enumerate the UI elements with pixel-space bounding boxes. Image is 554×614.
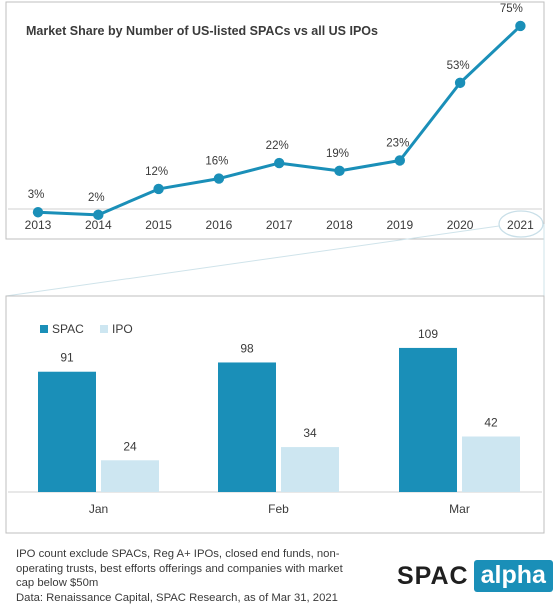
line-chart-panel — [5, 1, 545, 240]
line-point-2021 — [515, 20, 526, 32]
line-chart-title: Market Share by Number of US-listed SPAC… — [26, 24, 378, 38]
bar-spac-mar — [399, 347, 457, 492]
bar-value-label-ipo-feb: 34 — [303, 426, 317, 440]
line-point-2015 — [153, 183, 164, 195]
logo-word: SPAC — [397, 561, 469, 590]
x-tick-label-2014: 2014 — [85, 218, 112, 232]
legend-swatch-spac — [40, 325, 48, 333]
bar-ipo-mar — [462, 436, 520, 492]
line-data-label-2015: 12% — [145, 166, 168, 178]
bar-category-label-feb: Feb — [268, 502, 289, 516]
line-data-label-2018: 19% — [326, 148, 349, 160]
x-tick-label-2019: 2019 — [386, 218, 413, 232]
line-data-label-2014: 2% — [88, 192, 105, 204]
bar-value-label-spac-mar: 109 — [418, 327, 438, 341]
bar-value-label-spac-feb: 98 — [240, 341, 254, 355]
bar-spac-feb — [218, 362, 276, 492]
bar-spac-jan — [38, 371, 96, 492]
x-tick-label-2020: 2020 — [447, 218, 474, 232]
line-point-2016 — [213, 173, 225, 184]
footnote-line: cap below $50m — [16, 577, 99, 589]
bar-value-label-ipo-jan: 24 — [123, 439, 137, 453]
legend-swatch-ipo — [100, 325, 108, 333]
x-tick-label-2015: 2015 — [145, 218, 172, 232]
legend-label-ipo: IPO — [112, 322, 133, 336]
footnote-line: IPO count exclude SPACs, Reg A+ IPOs, cl… — [16, 548, 340, 560]
line-data-label-2016: 16% — [205, 156, 228, 168]
bar-category-label-mar: Mar — [449, 502, 470, 516]
line-point-2017 — [274, 157, 285, 169]
line-data-label-2019: 23% — [386, 137, 409, 149]
bar-ipo-jan — [101, 460, 159, 492]
line-data-label-2017: 22% — [266, 140, 289, 152]
line-data-label-2013: 3% — [28, 189, 45, 201]
bar-ipo-feb — [281, 447, 339, 492]
line-data-label-2021: 75% — [500, 3, 523, 15]
line-point-2020 — [454, 77, 466, 89]
line-point-2014 — [93, 209, 104, 221]
x-tick-label-2021: 2021 — [507, 218, 534, 232]
highlight-2021-ellipse — [498, 210, 544, 238]
zoom-connector-left — [5, 225, 500, 297]
x-tick-label-2016: 2016 — [206, 218, 233, 232]
bar-value-label-spac-jan: 91 — [60, 351, 74, 365]
logo-badge: alpha — [473, 560, 553, 592]
x-tick-label-2018: 2018 — [326, 218, 353, 232]
footnote-line: operating trusts, best efforts offerings… — [16, 562, 343, 575]
line-point-2013 — [32, 207, 44, 218]
spac-alpha-logo: SPAC alpha — [397, 560, 553, 592]
bar-value-label-ipo-mar: 42 — [484, 415, 498, 429]
footnote: IPO count exclude SPACs, Reg A+ IPOs, cl… — [16, 547, 366, 605]
line-point-2018 — [334, 165, 345, 177]
footnote-source: Data: Renaissance Capital, SPAC Research… — [16, 591, 338, 604]
bar-category-label-jan: Jan — [89, 502, 108, 516]
x-tick-label-2017: 2017 — [266, 218, 293, 232]
line-data-label-2020: 53% — [447, 60, 470, 72]
legend-label-spac: SPAC — [52, 322, 84, 336]
line-point-2019 — [394, 155, 405, 166]
x-tick-label-2013: 2013 — [25, 218, 52, 232]
